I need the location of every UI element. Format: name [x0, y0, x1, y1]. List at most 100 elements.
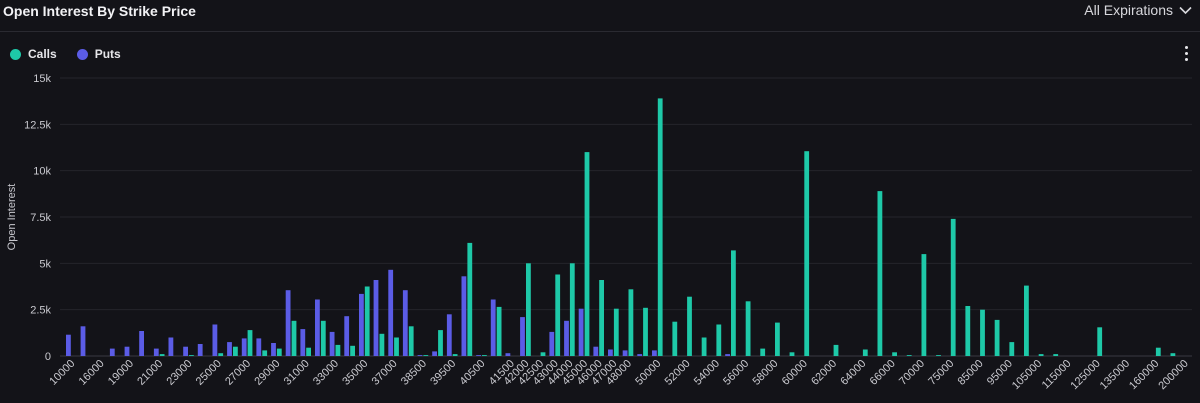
put-bar-29000[interactable]: [271, 343, 276, 356]
call-bar-48000[interactable]: [628, 289, 634, 356]
put-bar-24000[interactable]: [197, 344, 203, 356]
put-bar-30000[interactable]: [285, 290, 291, 356]
put-bar-28000[interactable]: [256, 338, 262, 356]
put-bar-19000[interactable]: [124, 346, 130, 356]
put-bar-20000[interactable]: [139, 331, 144, 356]
put-bar-10000[interactable]: [66, 334, 71, 356]
call-bar-95000[interactable]: [1009, 342, 1015, 356]
call-bar-40000[interactable]: [467, 242, 473, 356]
put-bar-23000[interactable]: [183, 346, 188, 356]
call-bar-27000[interactable]: [247, 330, 253, 356]
legend-item-calls[interactable]: Calls: [10, 47, 57, 61]
call-bar-64000[interactable]: [862, 349, 868, 357]
put-bar-35000[interactable]: [359, 293, 364, 356]
call-bar-50000[interactable]: [657, 98, 663, 357]
call-bar-105000[interactable]: [1038, 354, 1044, 356]
put-bar-38500[interactable]: [417, 355, 423, 356]
call-bar-39500[interactable]: [452, 354, 458, 356]
call-bar-65000[interactable]: [877, 191, 883, 356]
call-bar-41000[interactable]: [496, 306, 502, 356]
call-bar-34000[interactable]: [350, 345, 355, 356]
call-bar-70000[interactable]: [921, 254, 927, 356]
put-bar-43000[interactable]: [549, 331, 555, 356]
put-bar-50000[interactable]: [652, 350, 657, 356]
call-bar-21000[interactable]: [159, 354, 165, 356]
put-bar-18000[interactable]: [109, 348, 115, 356]
call-bar-38000[interactable]: [408, 326, 414, 356]
put-bar-41000[interactable]: [490, 299, 496, 357]
call-bar-72000[interactable]: [936, 355, 941, 356]
call-bar-60000[interactable]: [804, 151, 810, 356]
call-bar-100000[interactable]: [1024, 285, 1029, 356]
put-bar-31000[interactable]: [300, 329, 306, 356]
call-bar-125000[interactable]: [1097, 327, 1103, 356]
put-bar-46000[interactable]: [593, 346, 599, 356]
call-bar-62000[interactable]: [833, 344, 839, 356]
call-bar-32000[interactable]: [320, 320, 326, 356]
call-bar-29000[interactable]: [276, 348, 282, 356]
call-bar-110000[interactable]: [1053, 354, 1059, 356]
call-bar-160000[interactable]: [1155, 347, 1161, 356]
put-bar-34000[interactable]: [344, 316, 350, 356]
call-bar-56000[interactable]: [745, 301, 751, 356]
call-bar-23000[interactable]: [189, 355, 194, 356]
call-bar-53000[interactable]: [701, 337, 707, 357]
call-bar-58000[interactable]: [775, 322, 780, 356]
put-bar-21000[interactable]: [153, 348, 159, 356]
put-bar-41500[interactable]: [505, 353, 511, 356]
call-bar-42500[interactable]: [540, 352, 546, 356]
expiration-dropdown[interactable]: All Expirations: [1084, 2, 1192, 18]
put-bar-40000[interactable]: [461, 276, 467, 356]
put-bar-25000[interactable]: [212, 324, 218, 357]
call-bar-43000[interactable]: [555, 274, 561, 357]
put-bar-26000[interactable]: [227, 342, 232, 356]
call-bar-39000[interactable]: [438, 330, 443, 356]
call-bar-68000[interactable]: [906, 355, 912, 356]
call-bar-40500[interactable]: [482, 355, 487, 356]
put-bar-36000[interactable]: [373, 280, 379, 356]
put-bar-49000[interactable]: [637, 354, 643, 356]
more-options-icon[interactable]: [1181, 46, 1191, 64]
put-bar-42000[interactable]: [520, 317, 525, 356]
put-bar-33000[interactable]: [329, 331, 335, 356]
call-bar-31000[interactable]: [306, 347, 311, 356]
call-bar-75000[interactable]: [950, 218, 956, 356]
call-bar-33000[interactable]: [335, 344, 341, 356]
put-bar-22000[interactable]: [168, 337, 174, 357]
put-bar-40500[interactable]: [476, 355, 481, 356]
call-bar-90000[interactable]: [994, 319, 1000, 356]
put-bar-48000[interactable]: [622, 350, 628, 356]
call-bar-54000[interactable]: [716, 324, 722, 357]
call-bar-180000[interactable]: [1170, 353, 1176, 356]
call-bar-44000[interactable]: [569, 263, 575, 356]
call-bar-80000[interactable]: [965, 306, 971, 356]
put-bar-45000[interactable]: [578, 308, 584, 356]
call-bar-26000[interactable]: [233, 346, 238, 356]
call-bar-38500[interactable]: [423, 355, 429, 356]
put-bar-55000[interactable]: [725, 354, 730, 356]
call-bar-25000[interactable]: [218, 353, 224, 356]
put-bar-44000[interactable]: [564, 320, 569, 356]
put-bar-47000[interactable]: [608, 349, 613, 357]
call-bar-49000[interactable]: [643, 307, 648, 356]
put-bar-37000[interactable]: [388, 269, 394, 356]
put-bar-39000[interactable]: [432, 351, 437, 356]
call-bar-59000[interactable]: [789, 352, 795, 356]
call-bar-45000[interactable]: [584, 152, 590, 356]
call-bar-55000[interactable]: [731, 250, 736, 356]
call-bar-30000[interactable]: [291, 320, 297, 356]
call-bar-85000[interactable]: [980, 309, 985, 356]
put-bar-15000[interactable]: [80, 326, 86, 356]
call-bar-51000[interactable]: [672, 321, 678, 356]
put-bar-32000[interactable]: [315, 299, 320, 357]
call-bar-37000[interactable]: [394, 337, 399, 357]
put-bar-39500[interactable]: [446, 314, 452, 356]
call-bar-66000[interactable]: [892, 352, 897, 356]
call-bar-28000[interactable]: [262, 350, 268, 356]
legend-item-puts[interactable]: Puts: [76, 47, 121, 61]
call-bar-57000[interactable]: [760, 348, 766, 356]
put-bar-27000[interactable]: [241, 338, 247, 356]
call-bar-36000[interactable]: [379, 333, 385, 356]
call-bar-46000[interactable]: [599, 280, 604, 356]
call-bar-52000[interactable]: [687, 296, 692, 356]
